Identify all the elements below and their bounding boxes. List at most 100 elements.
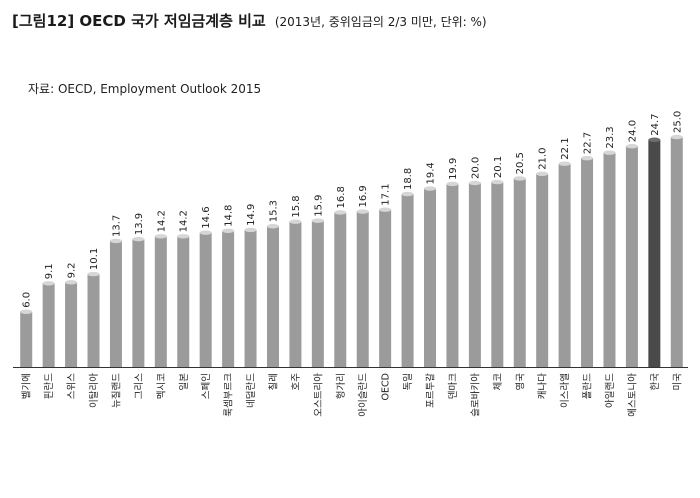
category-label: 벨기에 [22,373,33,399]
bar-value-label: 13.7 [111,215,122,237]
bar-cap [334,210,347,215]
category-label: 칠레 [268,373,279,390]
bar [513,176,526,367]
bar-body [132,239,145,367]
bar [424,186,437,367]
bar [20,309,33,367]
bar [311,218,324,367]
bar [222,228,235,367]
bar-value-label: 15.8 [291,195,302,217]
bar-body [289,221,302,367]
bar [132,236,145,367]
chart-title-row: [그림12] OECD 국가 저임금계층 비교 (2013년, 중위임금의 2/… [12,10,487,31]
bar-value-label: 24.0 [627,120,638,142]
bar-cap [177,234,190,239]
bar-body [648,139,661,367]
bar [468,180,481,367]
bar-body [244,229,257,367]
source-note: 자료: OECD, Employment Outlook 2015 [28,82,262,96]
bar-body [581,158,594,367]
bar-cap [648,137,661,142]
category-label: 이탈리아 [88,373,100,408]
bar-body [670,137,683,367]
bar-value-label: 15.9 [313,194,324,216]
bar-value-label: 25.0 [672,111,683,133]
bar-cap [670,134,683,140]
bar-body [42,283,55,367]
bar [648,137,661,367]
category-label: 덴마크 [448,373,459,399]
bar [334,210,347,367]
bar-value-label: 14.2 [156,210,167,232]
category-label: 에스토니아 [627,373,638,417]
category-labels-group: 벨기에 핀란드 스위스 이탈리아 뉴질랜드 그리스 멕시코 일본 스페인 룩셈부르크 네덜란드 칠레 호… [22,373,684,417]
bar-cap [513,176,526,181]
bar-cap [424,186,437,191]
category-label: 스페인 [201,373,212,399]
bar-value-label: 17.1 [381,183,392,205]
bar [401,191,414,367]
bar [65,280,78,367]
bar-cap [20,309,33,314]
bar [670,134,683,367]
bar-cap [266,224,279,229]
bar [87,271,100,367]
bar-cap [536,171,549,176]
bar-body [199,232,212,367]
bar-body [625,146,638,367]
bar-body [491,182,504,367]
bar-value-label: 14.9 [246,204,257,226]
bar [379,207,392,367]
bar-cap [132,236,145,242]
category-label: 헝가리 [336,373,347,399]
category-label: 한국 [650,373,661,391]
bar-cap [356,209,369,214]
bar-value-label: 20.0 [470,157,481,179]
bar-body [311,220,324,367]
bar-cap [199,230,212,235]
category-label: 아일랜드 [605,373,616,408]
bar-value-label: 22.7 [583,132,594,154]
bar-value-label: 10.1 [89,248,100,270]
bar-value-label: 19.4 [426,162,437,184]
bar [558,161,571,367]
category-label: 포르투갈 [425,373,437,408]
chart-title: [그림12] OECD 국가 저임금계층 비교 [12,12,266,30]
bar-value-label: 24.7 [650,113,661,135]
category-label: 아이슬란드 [357,373,369,417]
category-label: 뉴질랜드 [110,373,122,408]
bar [603,150,616,367]
bar-cap [401,191,414,197]
bar-value-label: 13.9 [134,213,145,235]
bar [581,155,594,367]
bar-cap [289,219,302,224]
bar [289,219,302,367]
bar-value-label: 18.8 [403,168,414,190]
bar-body [536,173,549,367]
bar-cap [468,180,481,186]
bar-body [87,274,100,367]
bar-body [603,152,616,367]
bar-value-label: 19.9 [448,158,459,180]
bar-body [513,178,526,367]
bar-body [154,236,167,367]
bar [356,209,369,367]
bar-cap [581,155,594,161]
category-label: 이스라엘 [560,373,571,408]
bar-body [222,230,235,367]
category-label: 그리스 [134,373,145,399]
bar-cap [379,207,392,212]
bar-body [379,209,392,367]
category-label: 미국 [672,373,683,391]
bar-value-label: 9.1 [44,263,55,279]
bar [244,227,257,367]
bar-cap [491,179,504,185]
bar-cap [87,271,100,277]
bar-value-label: 14.6 [201,206,212,228]
bar [154,234,167,367]
category-label: OECD [381,373,392,400]
bar [536,171,549,367]
bar [625,144,638,367]
bar-body [356,211,369,367]
category-label: 일본 [179,373,190,391]
